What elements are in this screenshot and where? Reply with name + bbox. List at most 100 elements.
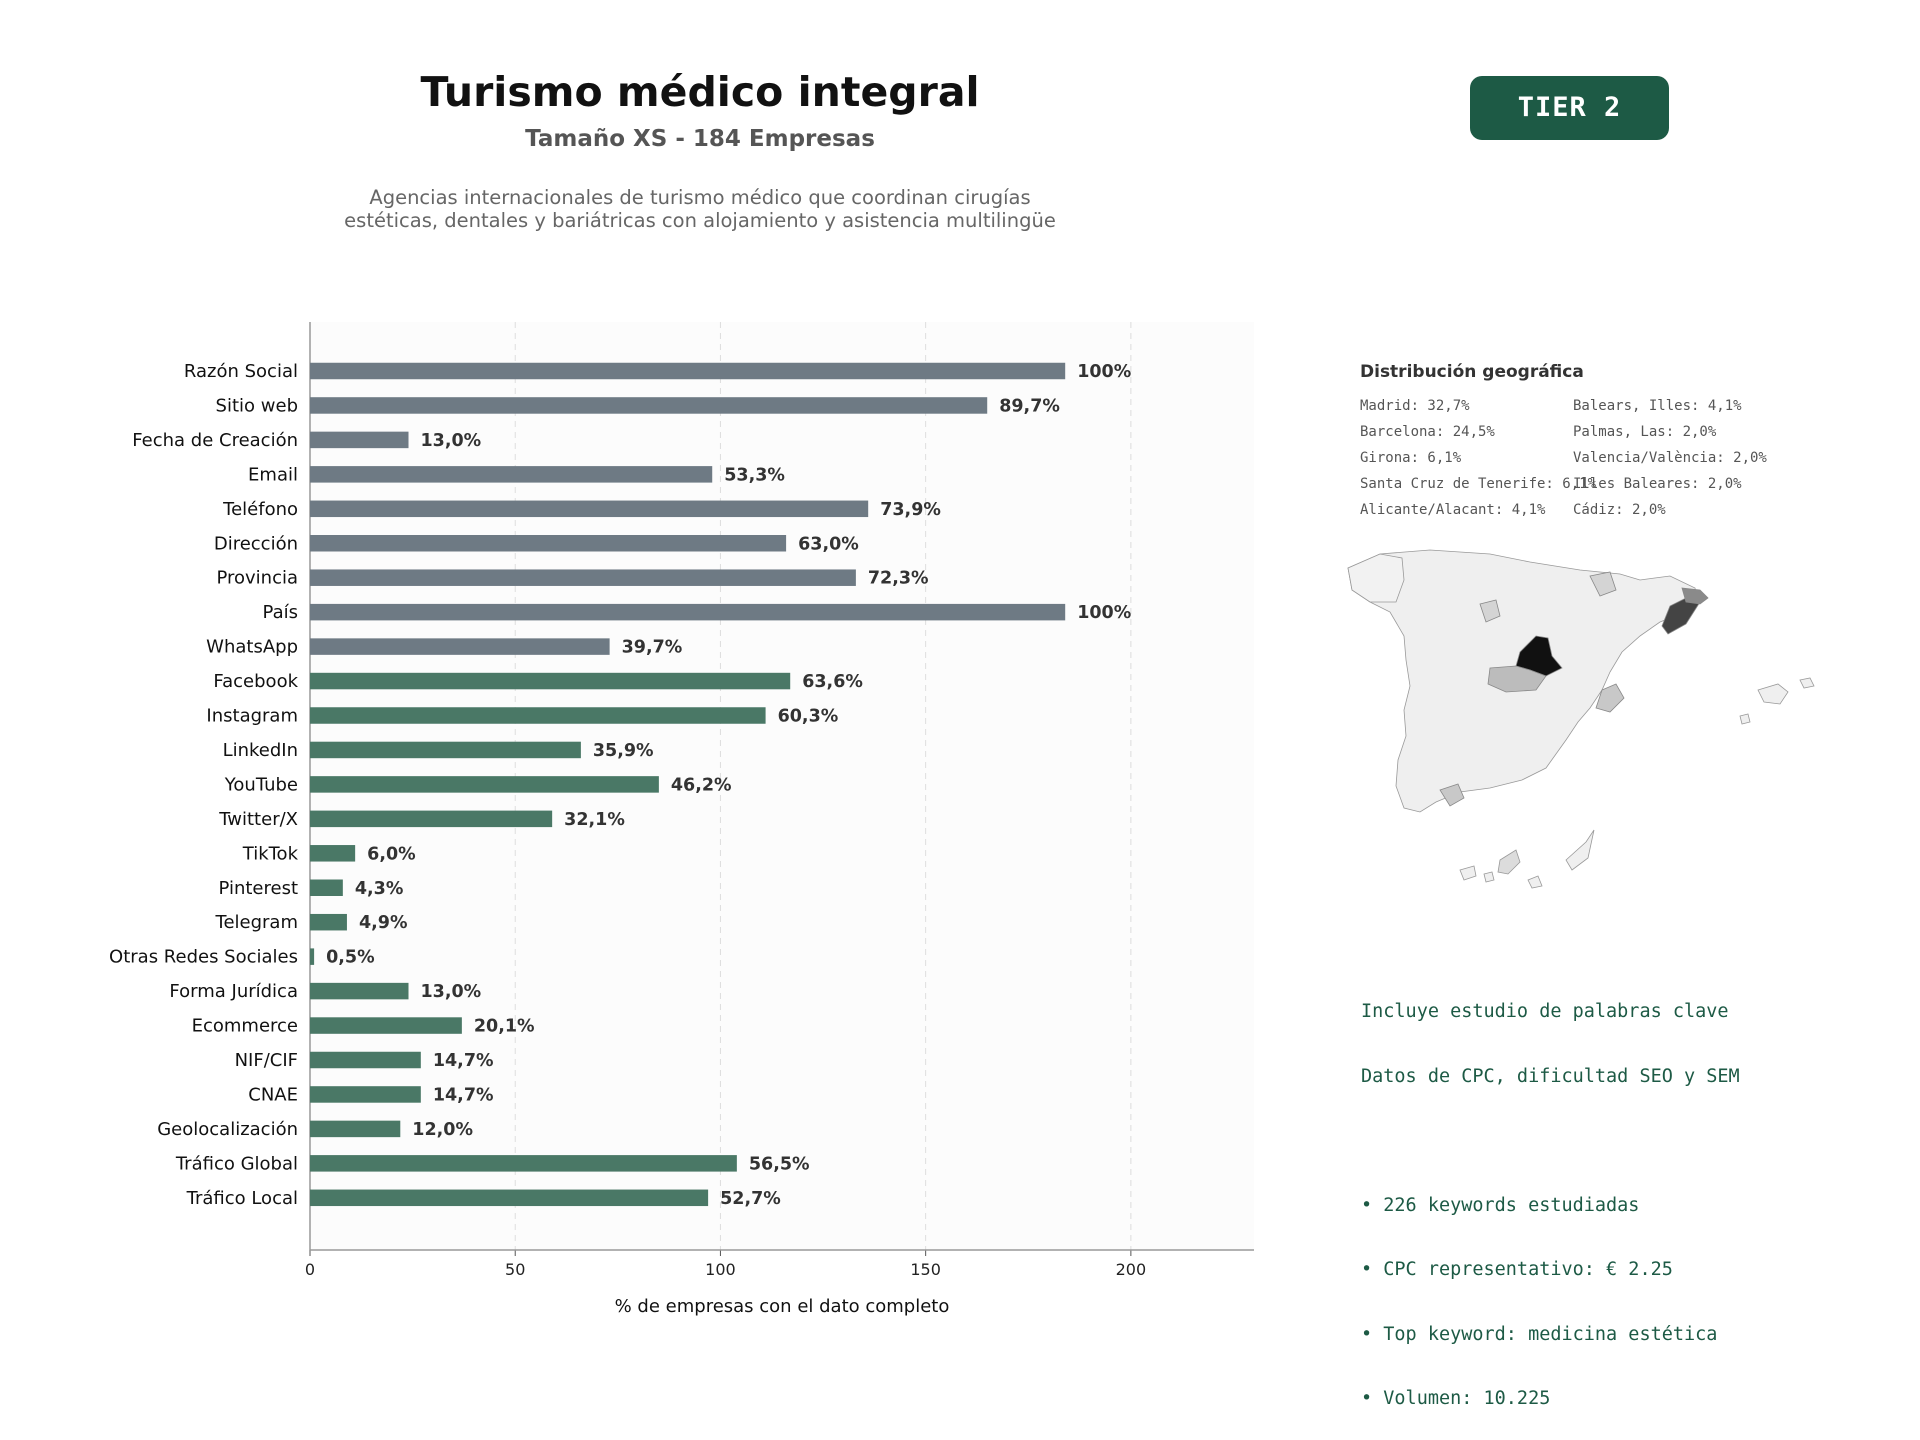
keyword-info-block: Incluye estudio de palabras clave Datos … <box>1361 958 1740 1431</box>
data-label: 56,5% <box>749 1154 810 1174</box>
data-label: 20,1% <box>474 1017 535 1037</box>
x-axis-title: % de empresas con el dato completo <box>615 1296 950 1317</box>
category-label: Facebook <box>213 671 298 692</box>
data-label: 4,9% <box>359 913 408 933</box>
bar <box>310 638 610 655</box>
x-tick-label: 0 <box>305 1260 315 1279</box>
category-label: LinkedIn <box>223 740 298 761</box>
geo-item: Alicante/Alacant: 4,1% <box>1360 502 1546 518</box>
keyword-line: Incluye estudio de palabras clave <box>1361 1001 1729 1022</box>
canary-shape-4 <box>1527 875 1543 889</box>
bar <box>310 810 553 828</box>
bar <box>310 1017 462 1034</box>
category-label: Razón Social <box>184 361 298 382</box>
category-label: WhatsApp <box>206 637 298 658</box>
data-label: 89,7% <box>999 396 1060 416</box>
geo-distribution-title: Distribución geográfica <box>1360 362 1584 382</box>
bar <box>310 879 343 896</box>
x-tick-label: 200 <box>1116 1260 1147 1279</box>
bar <box>310 741 581 759</box>
category-label: Twitter/X <box>218 809 298 830</box>
bar <box>310 431 409 449</box>
canary-shape-2 <box>1483 871 1495 883</box>
geo-item: Balears, Illes: 4,1% <box>1573 398 1742 414</box>
bar <box>310 1189 709 1207</box>
category-label: País <box>263 602 298 623</box>
category-label: Tráfico Global <box>175 1153 298 1174</box>
data-label: 14,7% <box>433 1051 494 1071</box>
page-subtitle: Tamaño XS - 184 Empresas <box>525 126 875 152</box>
tier-badge: TIER 2 <box>1470 76 1669 140</box>
category-label: Ecommerce <box>192 1016 298 1037</box>
category-label: Telegram <box>215 912 298 933</box>
category-label: NIF/CIF <box>235 1050 298 1071</box>
geo-item: Madrid: 32,7% <box>1360 398 1470 414</box>
geo-item: Barcelona: 24,5% <box>1360 424 1495 440</box>
data-label: 4,3% <box>355 879 404 899</box>
bar <box>310 1086 421 1103</box>
geo-item: Santa Cruz de Tenerife: 6,1% <box>1360 476 1597 492</box>
data-label: 32,1% <box>564 810 625 830</box>
bar <box>310 982 409 1000</box>
keyword-line: • CPC representativo: € 2.25 <box>1361 1259 1673 1280</box>
keyword-line: • Volumen: 10.225 <box>1361 1388 1551 1409</box>
bar <box>310 1120 401 1138</box>
bar <box>310 1155 737 1172</box>
page-description: Agencias internacionales de turismo médi… <box>344 186 1056 232</box>
data-label: 39,7% <box>622 638 683 658</box>
galicia-shape <box>1347 553 1405 603</box>
category-label: Fecha de Creación <box>132 430 298 451</box>
category-label: Email <box>248 464 298 485</box>
data-label: 6,0% <box>367 844 416 864</box>
data-label: 53,3% <box>724 465 785 485</box>
bar <box>310 776 659 793</box>
alicante-region <box>1595 683 1625 713</box>
category-label: Teléfono <box>222 499 298 520</box>
data-label: 63,0% <box>798 534 859 554</box>
geo-item: Illes Baleares: 2,0% <box>1573 476 1742 492</box>
bar <box>310 603 1066 621</box>
x-tick-label: 50 <box>505 1260 525 1279</box>
balearic-shape <box>1757 683 1789 705</box>
category-label: Forma Jurídica <box>169 981 298 1002</box>
bar <box>310 1051 421 1069</box>
data-label: 13,0% <box>421 431 482 451</box>
keyword-line <box>1361 1130 1740 1152</box>
data-label: 100% <box>1077 603 1131 623</box>
category-label: TikTok <box>242 843 299 864</box>
geo-item: Cádiz: 2,0% <box>1573 502 1666 518</box>
bar <box>310 362 1066 380</box>
girona-region <box>1681 587 1709 605</box>
bar <box>310 707 766 724</box>
keyword-line: • 226 keywords estudiadas <box>1361 1194 1640 1216</box>
bar <box>310 500 869 518</box>
canary-shape-5 <box>1565 829 1595 871</box>
canary-shape-1 <box>1459 865 1477 881</box>
geo-item: Valencia/València: 2,0% <box>1573 450 1767 466</box>
bar <box>310 466 713 483</box>
keyword-line: Datos de CPC, dificultad SEO y SEM <box>1361 1065 1740 1087</box>
canary-shape-3 <box>1497 849 1521 875</box>
data-label: 46,2% <box>671 775 732 795</box>
leon-region <box>1479 599 1501 623</box>
x-tick-label: 150 <box>910 1260 941 1279</box>
bar <box>310 569 856 586</box>
keyword-line: • Top keyword: medicina estética <box>1361 1323 1718 1345</box>
category-label: Otras Redes Sociales <box>109 947 298 968</box>
category-label: Geolocalización <box>157 1119 298 1140</box>
page-title: Turismo médico integral <box>420 68 980 116</box>
data-label: 100% <box>1077 362 1131 382</box>
category-label: Dirección <box>214 533 298 554</box>
bar <box>310 672 791 690</box>
category-label: Sitio web <box>216 395 298 416</box>
category-label: Instagram <box>206 706 298 727</box>
data-label: 60,3% <box>778 707 839 727</box>
data-label: 35,9% <box>593 741 654 761</box>
data-label: 52,7% <box>720 1189 781 1209</box>
bar <box>310 913 347 931</box>
spain-choropleth-map <box>1347 549 1815 889</box>
category-label: Provincia <box>216 568 298 589</box>
x-tick-label: 100 <box>705 1260 736 1279</box>
geo-item: Girona: 6,1% <box>1360 450 1462 466</box>
data-label: 73,9% <box>880 500 941 520</box>
